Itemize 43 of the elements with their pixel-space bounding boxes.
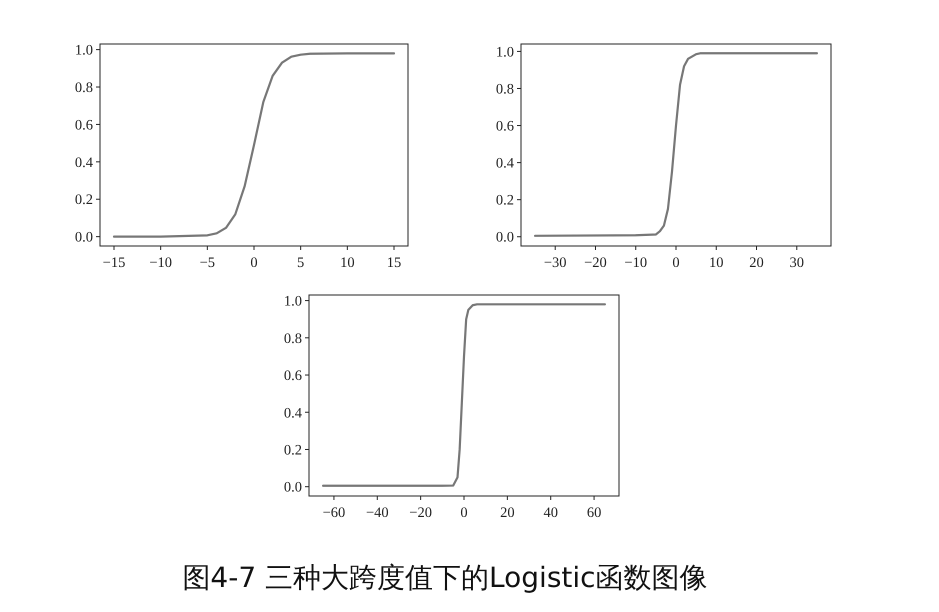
y-tick-label: 0.2 <box>74 192 93 208</box>
x-tick-label: 10 <box>709 255 724 271</box>
line-series <box>534 52 818 237</box>
y-tick-label: 0.4 <box>496 156 515 172</box>
x-tick-label: 10 <box>340 255 355 271</box>
y-tick-label: 0.2 <box>496 192 514 209</box>
y-tick-label: 1.0 <box>74 42 93 59</box>
x-tick-label: 0 <box>460 505 468 521</box>
x-tick-label: −20 <box>409 505 432 521</box>
x-tick-label: −20 <box>584 255 607 271</box>
x-tick-label: −30 <box>544 255 567 271</box>
x-tick-label: −60 <box>322 505 346 521</box>
y-tick-label: 0.6 <box>284 368 302 384</box>
line-series <box>112 52 396 238</box>
y-tick-label: 0.0 <box>74 230 93 246</box>
y-tick-label: 1.0 <box>284 294 302 310</box>
y-tick-label: 0.8 <box>496 81 514 98</box>
x-tick-label: 0 <box>672 255 680 271</box>
x-tick-label: −5 <box>200 255 216 271</box>
y-tick-label: 0.2 <box>284 442 302 458</box>
y-tick-label: 0.6 <box>74 117 93 134</box>
x-tick-label: 60 <box>586 505 602 521</box>
x-tick-label: 20 <box>500 505 515 521</box>
x-tick-label: −10 <box>149 255 172 271</box>
x-tick-label: 40 <box>543 505 558 521</box>
x-tick-label: 0 <box>250 255 258 271</box>
y-tick-label: 0.0 <box>496 230 514 246</box>
y-tick-label: 0.4 <box>284 405 303 422</box>
x-tick-label: −40 <box>366 505 389 521</box>
caption: 图4-7 三种大跨度值下的Logistic函数图像 <box>182 561 708 594</box>
x-tick-label: 5 <box>297 255 304 271</box>
y-tick-label: 0.8 <box>284 330 302 347</box>
x-tick-label: 20 <box>749 255 764 271</box>
line-series <box>322 303 606 487</box>
x-tick-label: −10 <box>624 255 648 271</box>
y-tick-label: 0.0 <box>284 480 302 496</box>
x-tick-label: 15 <box>386 255 402 271</box>
x-tick-label: 30 <box>790 255 804 271</box>
x-tick-label: −15 <box>102 255 126 271</box>
y-tick-label: 1.0 <box>496 44 514 60</box>
y-tick-label: 0.6 <box>496 118 514 135</box>
y-tick-label: 0.4 <box>74 154 94 171</box>
y-tick-label: 0.8 <box>74 80 93 96</box>
